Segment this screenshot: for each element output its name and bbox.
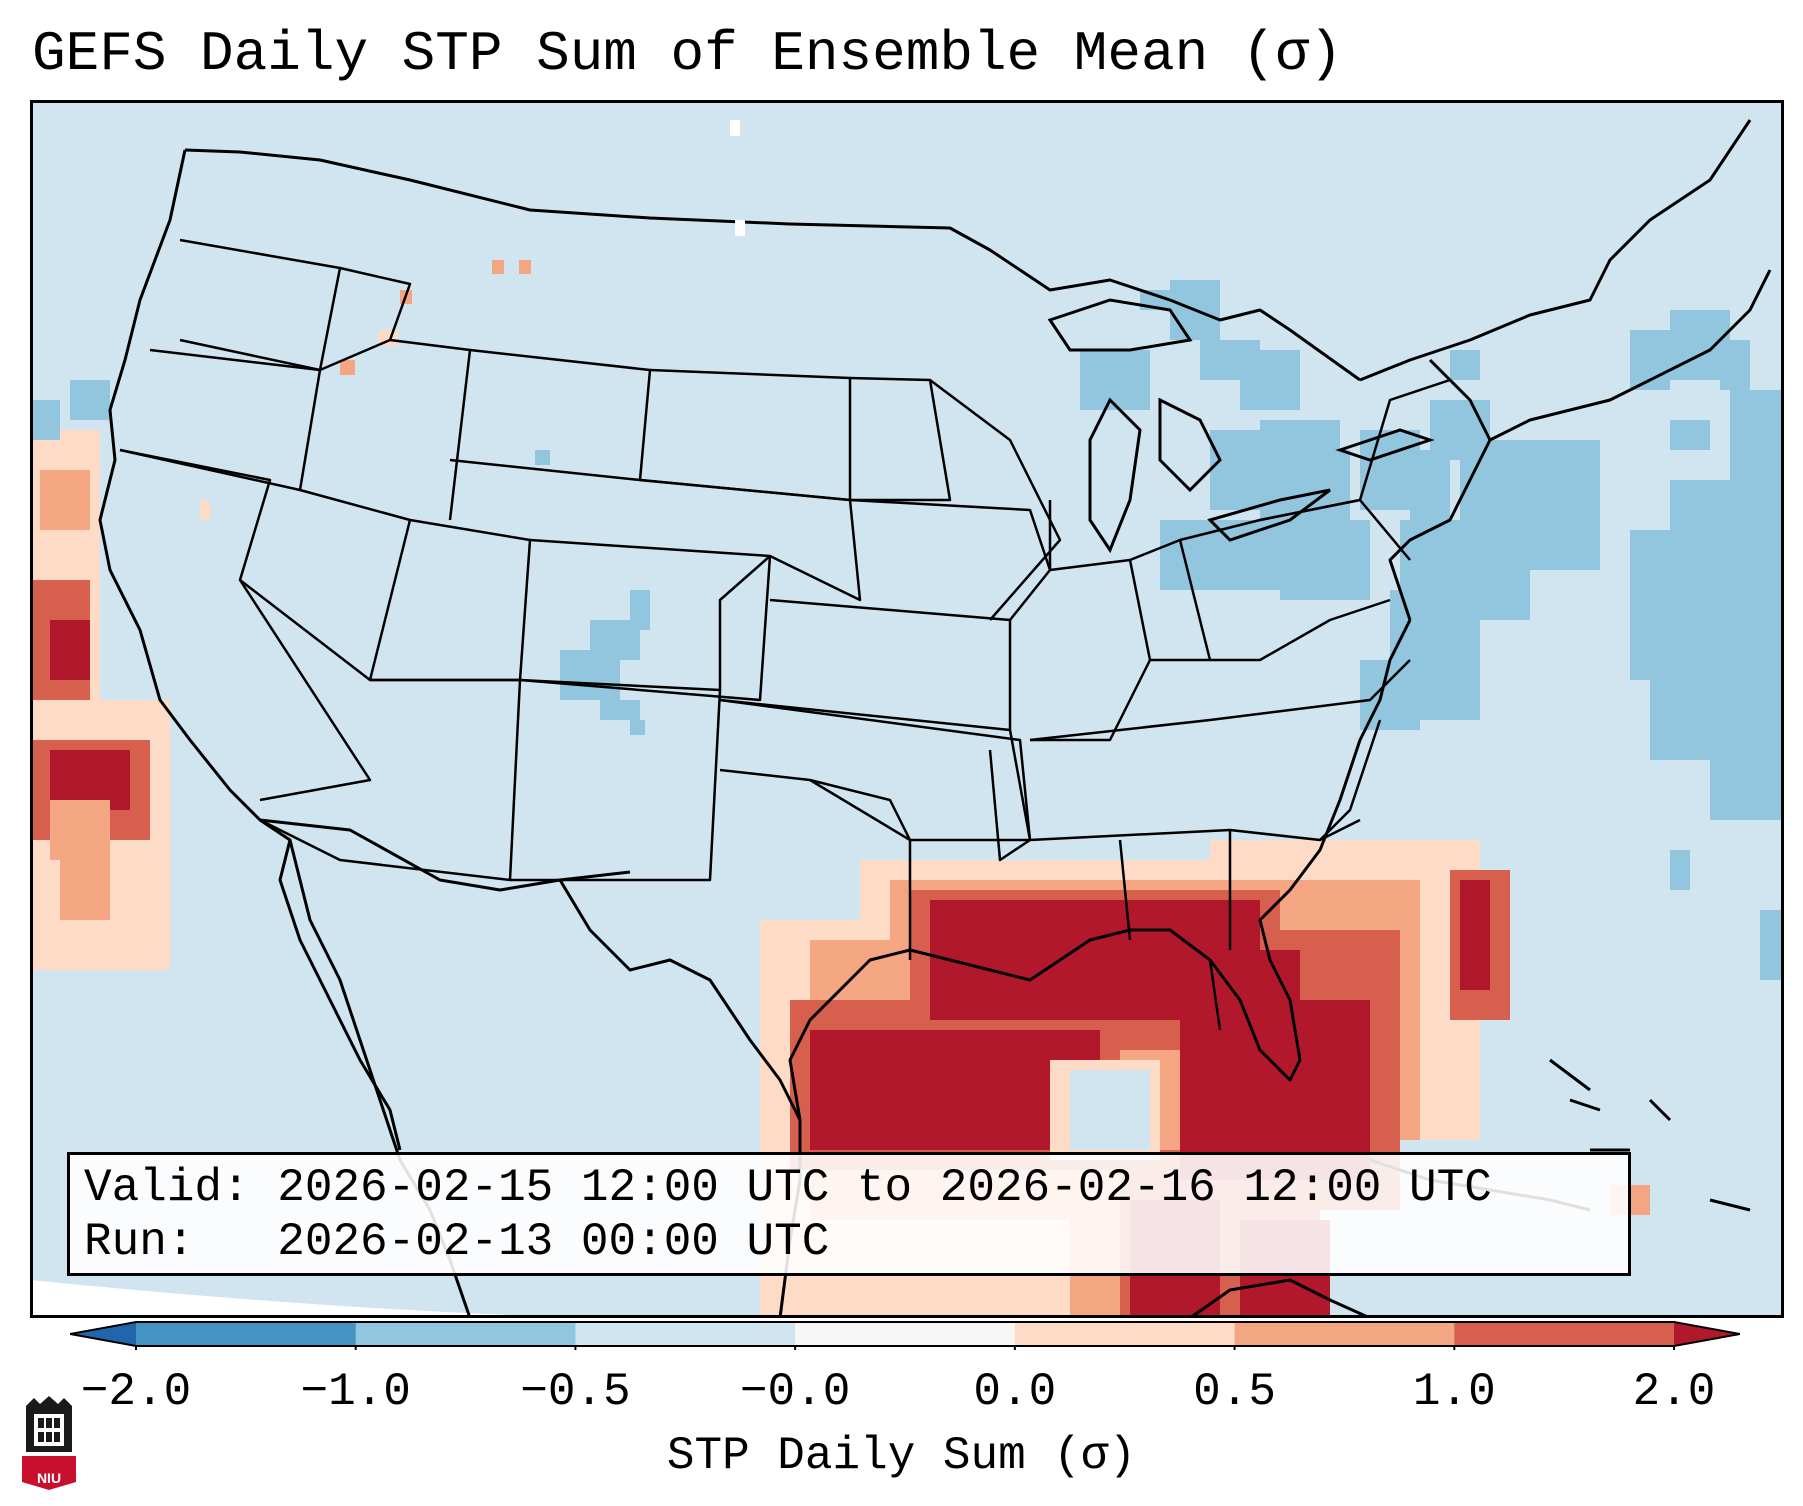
colorbar-tick-label: −1.0 bbox=[300, 1366, 411, 1418]
colorbar-segment bbox=[355, 1322, 576, 1346]
great-lakes bbox=[1047, 298, 1435, 554]
colorbar-tick-label: 0.5 bbox=[1193, 1366, 1276, 1418]
map-frame bbox=[30, 100, 1784, 1318]
colorbar-tick-label: −2.0 bbox=[80, 1366, 192, 1418]
run-time-text: Run: 2026-02-13 00:00 UTC bbox=[84, 1216, 830, 1268]
map-panel bbox=[30, 100, 1784, 1318]
colorbar-segment bbox=[1234, 1322, 1455, 1346]
negative-anomaly-colorado bbox=[535, 450, 650, 735]
colorbar-tick-label: −0.0 bbox=[739, 1366, 851, 1418]
niu-logo-icon bbox=[22, 1396, 76, 1490]
colorbar-segment bbox=[1454, 1322, 1675, 1346]
valid-time-box: Valid: 2026-02-15 12:00 UTC to 2026-02-1… bbox=[67, 1152, 1631, 1276]
colorbar-tick-label: 1.0 bbox=[1412, 1366, 1496, 1418]
niu-logo: NIU bbox=[20, 1394, 78, 1490]
niu-logo-text: NIU bbox=[36, 1470, 62, 1486]
boundary-lines bbox=[98, 119, 1772, 1318]
colorbar-tick-label: 2.0 bbox=[1632, 1366, 1716, 1418]
missing-data-cell bbox=[730, 120, 740, 136]
missing-data-cell bbox=[735, 220, 745, 236]
colorbar-under-extension bbox=[70, 1322, 136, 1346]
state-lines bbox=[119, 238, 1451, 1031]
positive-anomaly-pacific bbox=[30, 260, 531, 970]
negative-anomaly-great-lakes bbox=[1080, 280, 1600, 730]
colorbar-label: STP Daily Sum (σ) bbox=[666, 1430, 1137, 1482]
off-domain-corner bbox=[30, 1280, 590, 1318]
colorbar bbox=[70, 1321, 1740, 1350]
colorbar-segment bbox=[795, 1322, 1016, 1346]
colorbar-segment bbox=[136, 1322, 357, 1346]
valid-time-text: Valid: 2026-02-15 12:00 UTC to 2026-02-1… bbox=[84, 1162, 1492, 1214]
chart-title: GEFS Daily STP Sum of Ensemble Mean (σ) bbox=[32, 22, 1343, 86]
negative-anomaly-atlantic bbox=[1630, 310, 1784, 980]
colorbar-tick-label: −0.5 bbox=[520, 1366, 631, 1418]
colorbar-tick-label: 0.0 bbox=[973, 1366, 1057, 1418]
colorbar-segment bbox=[575, 1322, 796, 1346]
colorbar-over-extension bbox=[1674, 1322, 1740, 1346]
colorbar-segment bbox=[1014, 1322, 1236, 1346]
